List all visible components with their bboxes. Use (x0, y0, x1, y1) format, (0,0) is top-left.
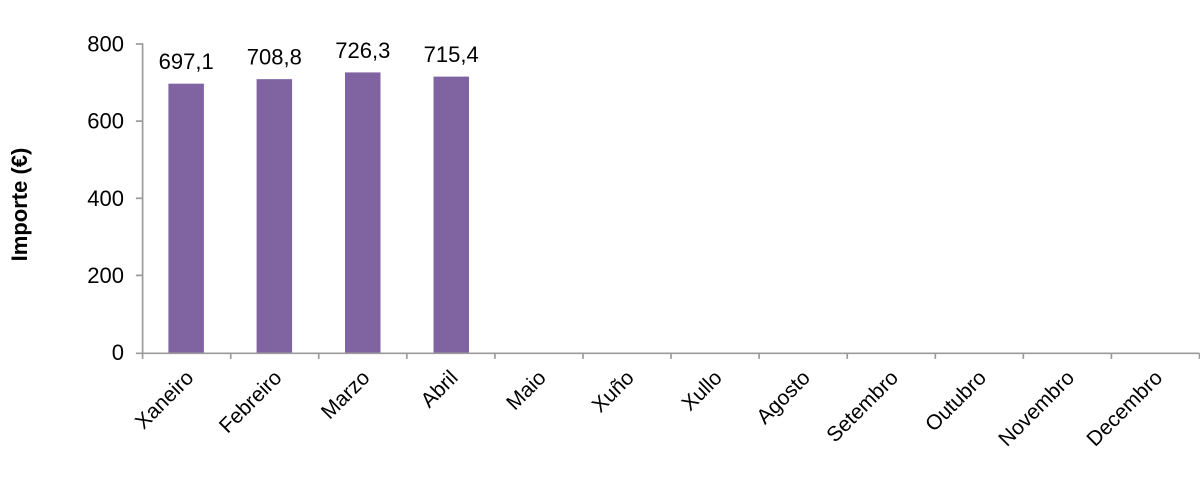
svg-text:697,1: 697,1 (159, 49, 214, 74)
svg-text:200: 200 (87, 263, 124, 288)
svg-text:400: 400 (87, 186, 124, 211)
svg-text:Importe (€): Importe (€) (7, 148, 32, 262)
svg-text:726,3: 726,3 (335, 38, 390, 63)
svg-text:800: 800 (87, 32, 124, 57)
svg-text:600: 600 (87, 109, 124, 134)
svg-text:0: 0 (112, 340, 124, 365)
svg-text:708,8: 708,8 (247, 45, 302, 70)
svg-text:715,4: 715,4 (424, 42, 479, 67)
